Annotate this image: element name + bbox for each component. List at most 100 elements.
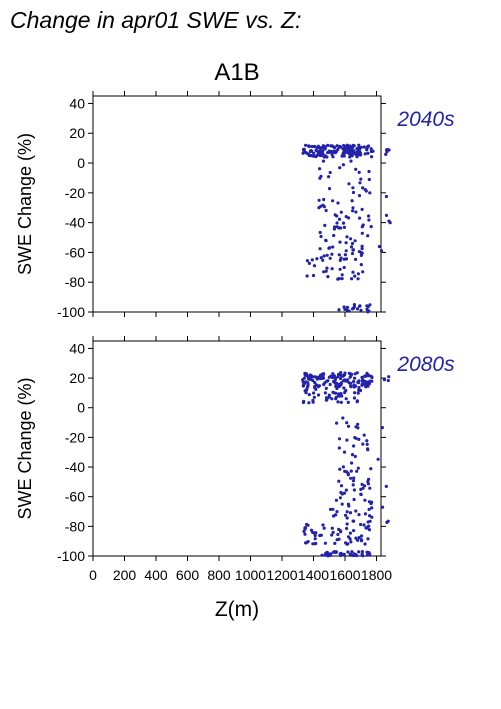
data-point xyxy=(346,535,351,539)
data-point xyxy=(335,538,339,542)
data-point xyxy=(317,198,321,202)
data-point xyxy=(323,541,327,545)
data-point xyxy=(338,377,343,381)
data-point xyxy=(360,207,364,211)
data-point xyxy=(364,189,368,193)
data-point xyxy=(327,175,331,179)
data-point xyxy=(367,218,371,222)
data-point xyxy=(306,540,310,544)
data-point xyxy=(352,497,356,502)
data-point xyxy=(367,373,371,377)
data-point xyxy=(384,213,389,217)
data-point xyxy=(305,151,309,155)
y-tick-label: 40 xyxy=(69,95,85,111)
x-axis-label: Z(m) xyxy=(215,598,259,621)
data-point xyxy=(353,454,357,459)
data-point xyxy=(368,519,372,523)
data-point xyxy=(350,199,354,203)
data-point xyxy=(349,385,353,389)
data-point xyxy=(310,144,314,149)
y-tick-label: 0 xyxy=(77,400,85,416)
data-point xyxy=(361,270,365,274)
data-point xyxy=(368,486,372,490)
data-point xyxy=(339,381,343,385)
data-point xyxy=(332,233,336,238)
data-point xyxy=(345,305,350,309)
data-point xyxy=(357,143,361,147)
data-point xyxy=(305,522,309,527)
data-point xyxy=(330,267,334,271)
data-point xyxy=(360,550,364,554)
data-point xyxy=(387,375,391,379)
panel-2040s: 40 20 0 -20 -40 -60 -80 -100 SWE Change (%) 2040s xyxy=(15,91,455,320)
data-point xyxy=(314,531,318,535)
data-point xyxy=(355,400,359,404)
data-point xyxy=(357,379,361,383)
data-point xyxy=(337,437,342,441)
data-point xyxy=(350,148,354,152)
data-point xyxy=(355,371,359,375)
data-point xyxy=(350,461,354,465)
data-point xyxy=(304,541,308,545)
data-point xyxy=(359,308,363,312)
data-point xyxy=(379,249,384,253)
data-point xyxy=(358,216,362,220)
data-point xyxy=(351,190,356,195)
data-point xyxy=(341,465,345,469)
data-point xyxy=(338,467,342,471)
data-point xyxy=(356,272,360,276)
data-point xyxy=(342,450,347,454)
data-point xyxy=(342,491,347,495)
data-point xyxy=(345,235,349,239)
data-point xyxy=(312,391,316,395)
data-point xyxy=(342,225,346,229)
data-point xyxy=(357,388,361,392)
data-point xyxy=(313,380,317,385)
data-point xyxy=(337,308,341,312)
data-point xyxy=(337,253,341,257)
data-point xyxy=(351,483,355,487)
data-point xyxy=(355,307,360,311)
data-point xyxy=(357,194,362,198)
data-point xyxy=(355,150,359,154)
data-point xyxy=(351,306,355,310)
data-point xyxy=(386,519,390,523)
data-point xyxy=(357,536,361,540)
data-point xyxy=(352,476,356,480)
data-point xyxy=(359,263,363,267)
data-point xyxy=(317,375,321,379)
data-point xyxy=(347,504,351,508)
data-point xyxy=(304,388,309,392)
data-point xyxy=(337,217,342,221)
data-point xyxy=(384,484,388,488)
data-point xyxy=(388,221,392,225)
data-point xyxy=(328,170,332,175)
data-point xyxy=(324,239,328,243)
data-point xyxy=(359,177,363,181)
data-point xyxy=(350,550,354,554)
data-point xyxy=(345,516,349,520)
data-point xyxy=(359,522,363,527)
data-point xyxy=(354,509,358,513)
data-point xyxy=(341,379,346,383)
data-point xyxy=(321,159,326,163)
y-tick-label: -20 xyxy=(65,185,85,201)
data-point xyxy=(342,265,346,270)
data-point xyxy=(307,144,311,149)
data-point xyxy=(363,542,367,546)
data-point xyxy=(309,374,313,378)
data-point xyxy=(340,502,344,506)
data-point xyxy=(352,144,356,148)
data-point xyxy=(366,234,370,238)
data-point xyxy=(332,374,336,378)
data-point xyxy=(357,304,362,308)
data-point xyxy=(361,486,365,490)
data-point xyxy=(351,209,355,213)
data-point xyxy=(333,145,337,150)
data-point xyxy=(336,372,341,377)
data-point xyxy=(339,256,343,260)
data-point xyxy=(331,390,335,394)
data-point xyxy=(323,154,327,158)
data-point xyxy=(356,466,360,470)
